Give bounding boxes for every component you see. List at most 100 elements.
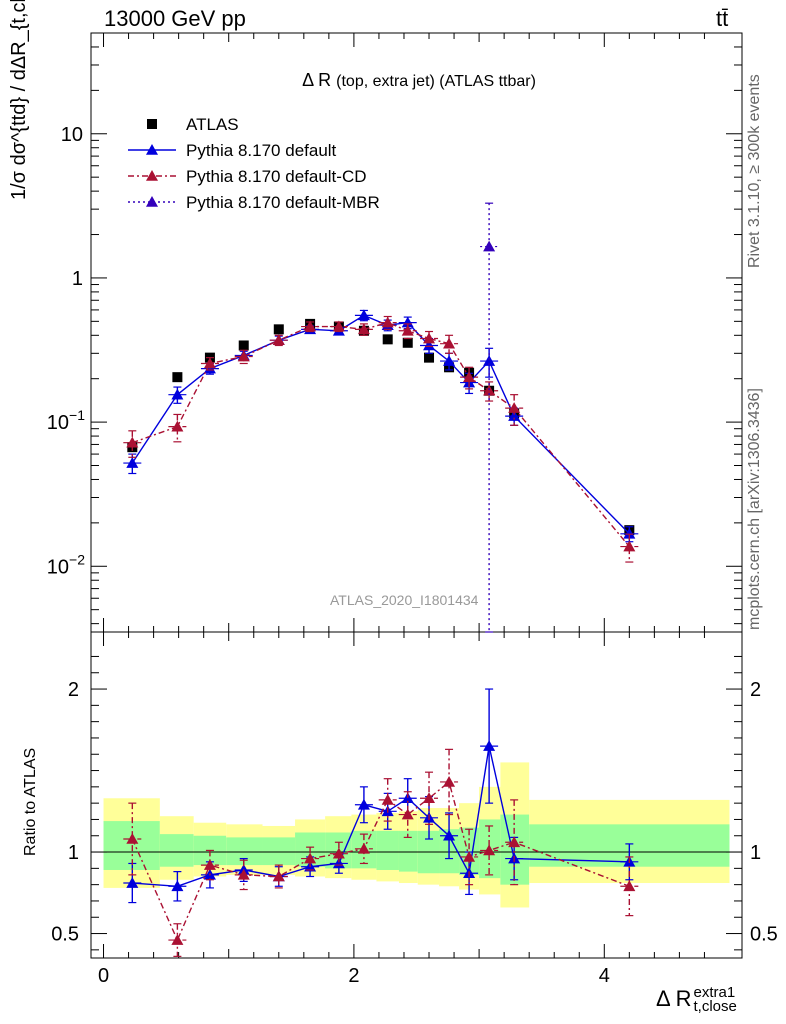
- main-cd-marker: [508, 402, 521, 413]
- process-label: tt̄: [716, 6, 729, 31]
- main-cd-marker: [357, 323, 370, 335]
- ratio-band-green: [398, 830, 418, 872]
- ratio-default-marker: [483, 740, 496, 751]
- main-default-marker: [443, 355, 456, 366]
- main-cd-marker: [272, 334, 285, 345]
- atlas-data-point: [424, 352, 435, 363]
- ratio-cd-marker: [508, 836, 521, 848]
- main-default-marker: [508, 410, 521, 421]
- ratio-cd-marker: [126, 833, 139, 844]
- atlas-data-point: [402, 337, 413, 348]
- main-default-line: [131, 314, 630, 535]
- ratio-y-tick-label-left: 0.5: [51, 924, 79, 946]
- ratio-default-marker: [171, 880, 184, 892]
- main-cd-marker: [423, 332, 436, 344]
- ratio-panel-border: [90, 631, 743, 959]
- ratio-y-axis-label: Ratio to ATLAS: [22, 747, 39, 856]
- ratio-default-line: [132, 745, 630, 887]
- main-cd-marker: [171, 420, 184, 432]
- reference-label: mcplots.cern.ch [arXiv:1306.3436]: [746, 388, 763, 630]
- main-cd-marker: [443, 337, 456, 349]
- main-cd-marker: [304, 320, 317, 332]
- ratio-band-green: [376, 830, 399, 870]
- rivet-version-label: Rivet 3.1.10, ≥ 300k events: [746, 74, 763, 268]
- ratio-cd-line: [131, 780, 630, 942]
- main-default-marker: [623, 527, 636, 539]
- main-cd-marker: [623, 540, 636, 552]
- ratio-cd-marker: [304, 852, 317, 864]
- y-axis-label-text: 1/σ dσ^{ttd} / dΔR_{t,close}^{extra1}: [8, 0, 30, 200]
- main-default-marker: [171, 388, 184, 400]
- ratio-cd-marker: [463, 850, 476, 862]
- ratio-default-marker: [357, 798, 370, 810]
- x-axis-label-main: Δ R: [656, 986, 692, 1011]
- x-tick-label: 2: [348, 965, 359, 987]
- ratio-cd-marker: [272, 870, 285, 882]
- legend-label: ATLAS: [186, 115, 239, 134]
- main-cd-marker: [237, 350, 250, 362]
- ratio-y-tick-label-right: 0.5: [750, 924, 778, 946]
- main-default-marker: [126, 457, 139, 468]
- ratio-default-marker: [443, 829, 456, 841]
- legend-marker: [146, 196, 158, 207]
- ratio-panel-series: [123, 688, 639, 957]
- ratio-cd-marker: [381, 793, 394, 805]
- main-cd-marker: [463, 371, 476, 382]
- main-y-tick-label: 10−2: [47, 551, 85, 578]
- main-cd-line: [132, 321, 630, 548]
- main-default-marker: [401, 316, 414, 328]
- analysis-id-label: ATLAS_2020_I1801434: [330, 592, 479, 608]
- ratio-cd-marker: [171, 934, 184, 945]
- main-y-tick-label: 10−1: [47, 407, 85, 434]
- x-tick-label: 4: [599, 965, 610, 987]
- main-cd-marker: [126, 436, 139, 448]
- atlas-data-point: [382, 334, 393, 345]
- atlas-data-point: [273, 324, 284, 335]
- main-cd-marker: [203, 357, 216, 369]
- ratio-cd-marker: [357, 842, 370, 854]
- ratio-cd-marker: [332, 847, 345, 859]
- ratio-cd-marker: [443, 775, 456, 787]
- atlas-data-point: [238, 340, 249, 351]
- y-axis-label: 1/σ dσ^{ttd} / dΔR_{t,close}^{extra1}: [8, 0, 31, 200]
- ratio-default-marker: [126, 877, 139, 888]
- legend-marker: [146, 144, 158, 155]
- x-tick-label: 0: [98, 965, 109, 987]
- ratio-cd-marker: [623, 880, 636, 892]
- main-y-tick-label: 1: [72, 268, 83, 290]
- ratio-band-green: [159, 834, 194, 867]
- ratio-cd-marker: [483, 844, 496, 856]
- tick-labels: 0 2 4 10−2 10−1 1 10 0.5 0.5 1 1 2 2: [47, 124, 778, 987]
- main-panel-series: [123, 202, 639, 633]
- plot-title: Δ R (top, extra jet) (ATLAS ttbar): [0, 70, 786, 91]
- legend-marker: [146, 170, 158, 181]
- main-mbr-marker: [483, 240, 496, 252]
- ratio-y-tick-label-right: 1: [750, 842, 761, 864]
- legend-label: Pythia 8.170 default-MBR: [186, 193, 380, 212]
- main-y-tick-label: 10: [61, 124, 83, 146]
- ratio-cd-marker: [423, 792, 436, 804]
- ratio-y-tick-label-left: 1: [68, 842, 79, 864]
- title-main: Δ R: [302, 70, 332, 90]
- ratio-cd-marker: [401, 808, 414, 820]
- legend-marker-atlas: [147, 119, 157, 129]
- collision-energy-label: 13000 GeV pp: [104, 6, 246, 31]
- ratio-y-tick-label-right: 2: [750, 679, 761, 701]
- x-axis-label-sup: extra1: [693, 984, 736, 1002]
- atlas-data-point: [172, 372, 183, 383]
- main-default-marker: [423, 339, 436, 351]
- ratio-y-tick-label-left: 2: [68, 679, 79, 701]
- x-axis-label-sub: t,close: [693, 998, 737, 1016]
- main-cd-marker: [381, 316, 394, 328]
- ratio-band-green: [262, 837, 296, 866]
- main-default-marker: [357, 309, 370, 321]
- main-cd-marker: [401, 324, 414, 336]
- title-sub: (top, extra jet) (ATLAS ttbar): [336, 73, 536, 90]
- legend-label: Pythia 8.170 default-CD: [186, 167, 367, 186]
- ratio-panel-frame: [90, 631, 743, 959]
- legend-label: Pythia 8.170 default: [186, 141, 337, 160]
- legend: ATLAS Pythia 8.170 default Pythia 8.170 de…: [128, 115, 380, 212]
- main-cd-marker: [332, 320, 345, 332]
